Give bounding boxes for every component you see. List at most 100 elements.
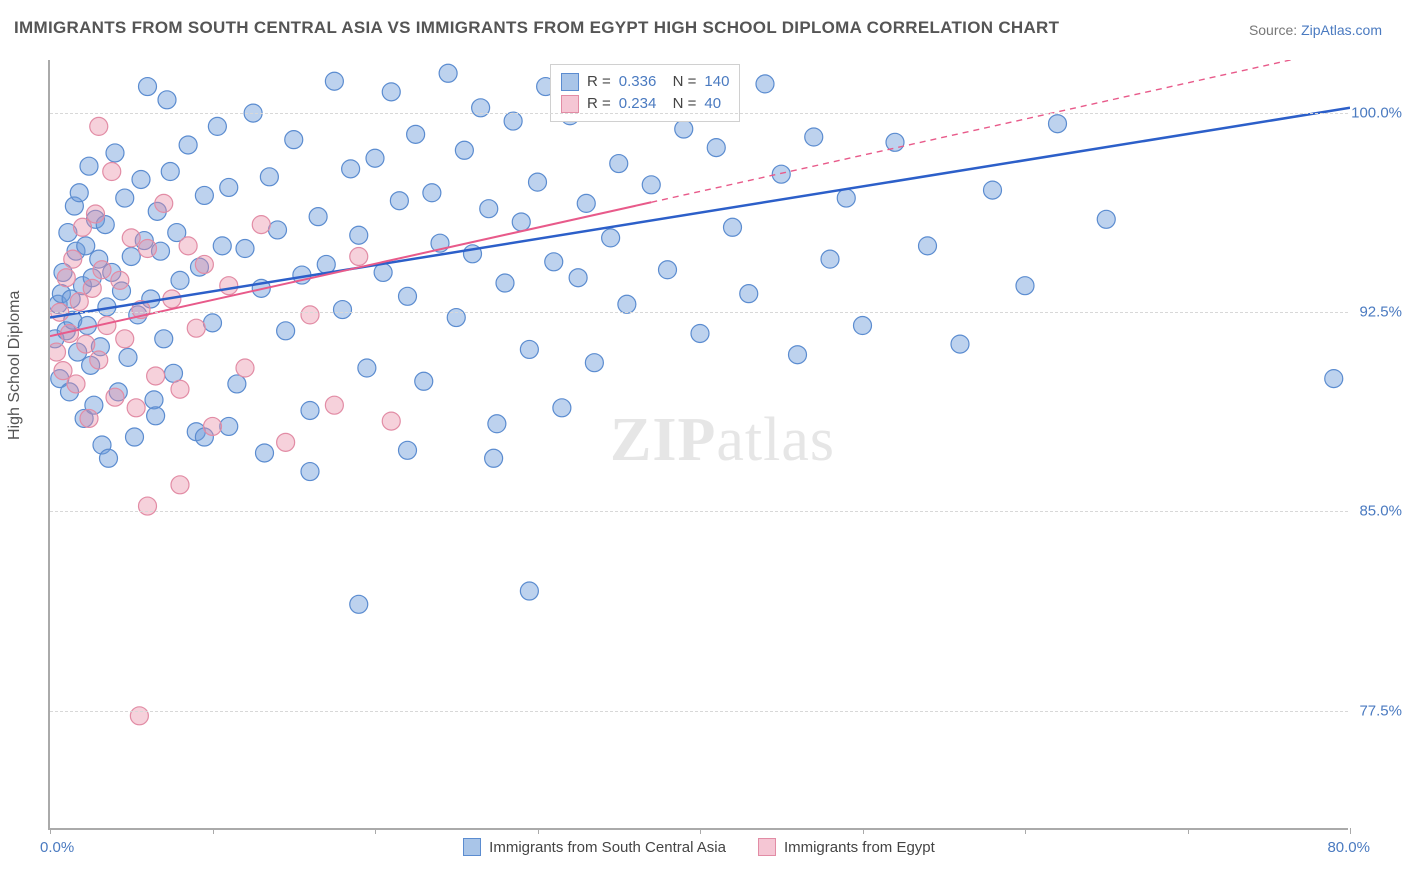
scatter-point: [577, 194, 595, 212]
scatter-point: [350, 226, 368, 244]
scatter-point: [675, 120, 693, 138]
scatter-point: [854, 317, 872, 335]
scatter-point: [358, 359, 376, 377]
scatter-point: [256, 444, 274, 462]
scatter-point: [130, 707, 148, 725]
scatter-point: [106, 388, 124, 406]
scatter-point: [1097, 210, 1115, 228]
scatter-point: [585, 354, 603, 372]
scatter-point: [984, 181, 1002, 199]
y-tick-label: 92.5%: [1359, 304, 1402, 321]
scatter-point: [390, 192, 408, 210]
scatter-point: [951, 335, 969, 353]
scatter-point: [165, 364, 183, 382]
scatter-point: [1049, 115, 1067, 133]
scatter-point: [480, 200, 498, 218]
scatter-point: [301, 401, 319, 419]
scatter-point: [220, 417, 238, 435]
scatter-point: [139, 78, 157, 96]
y-axis-label: High School Diploma: [6, 291, 24, 440]
scatter-point: [569, 269, 587, 287]
scatter-point: [204, 417, 222, 435]
scatter-point: [155, 194, 173, 212]
x-tick: [375, 828, 376, 834]
chart-title: IMMIGRANTS FROM SOUTH CENTRAL ASIA VS IM…: [14, 18, 1059, 38]
scatter-point: [350, 247, 368, 265]
scatter-point: [70, 184, 88, 202]
scatter-point: [399, 287, 417, 305]
scatter-point: [213, 237, 231, 255]
scatter-point: [208, 117, 226, 135]
scatter-point: [228, 375, 246, 393]
x-tick: [1350, 828, 1351, 834]
scatter-point: [309, 208, 327, 226]
legend-r-value-2: 0.234: [619, 93, 657, 115]
scatter-point: [642, 176, 660, 194]
scatter-point: [610, 155, 628, 173]
scatter-point: [100, 449, 118, 467]
scatter-point: [805, 128, 823, 146]
scatter-point: [277, 322, 295, 340]
scatter-point: [70, 293, 88, 311]
scatter-point: [139, 240, 157, 258]
scatter-point: [179, 237, 197, 255]
scatter-point: [520, 582, 538, 600]
scatter-point: [195, 186, 213, 204]
scatter-point: [90, 117, 108, 135]
scatter-point: [187, 319, 205, 337]
scatter-point: [252, 216, 270, 234]
scatter-point: [74, 218, 92, 236]
plot-area: ZIPatlas R = 0.336 N = 140 R = 0.234 N =…: [48, 60, 1348, 830]
scatter-point: [366, 149, 384, 167]
scatter-point: [93, 261, 111, 279]
scatter-point: [382, 412, 400, 430]
scatter-point: [220, 178, 238, 196]
chart-container: IMMIGRANTS FROM SOUTH CENTRAL ASIA VS IM…: [0, 0, 1406, 892]
y-tick-label: 100.0%: [1351, 105, 1402, 122]
scatter-point: [80, 157, 98, 175]
scatter-point: [512, 213, 530, 231]
scatter-point: [334, 301, 352, 319]
scatter-point: [106, 144, 124, 162]
legend-n-label: N =: [664, 93, 696, 115]
scatter-point: [80, 409, 98, 427]
gridline: [50, 312, 1348, 313]
scatter-point: [756, 75, 774, 93]
scatter-point: [161, 163, 179, 181]
scatter-point: [691, 324, 709, 342]
scatter-point: [886, 133, 904, 151]
scatter-point: [553, 399, 571, 417]
scatter-point: [77, 237, 95, 255]
scatter-point: [77, 335, 95, 353]
regression-line: [50, 108, 1350, 318]
scatter-point: [116, 330, 134, 348]
scatter-point: [350, 595, 368, 613]
legend-n-value-1: 140: [704, 71, 729, 93]
x-tick: [1025, 828, 1026, 834]
x-tick: [700, 828, 701, 834]
scatter-point: [147, 367, 165, 385]
scatter-point: [171, 476, 189, 494]
scatter-point: [789, 346, 807, 364]
scatter-point: [602, 229, 620, 247]
scatter-point: [399, 441, 417, 459]
scatter-point: [821, 250, 839, 268]
scatter-point: [407, 125, 425, 143]
series-swatch-1: [463, 838, 481, 856]
scatter-point: [485, 449, 503, 467]
series-swatch-2: [758, 838, 776, 856]
scatter-point: [618, 295, 636, 313]
scatter-point: [415, 372, 433, 390]
scatter-point: [126, 428, 144, 446]
scatter-point: [57, 269, 75, 287]
source-link[interactable]: ZipAtlas.com: [1301, 22, 1382, 38]
scatter-point: [67, 375, 85, 393]
scatter-point: [285, 131, 303, 149]
series-legend: Immigrants from South Central Asia Immig…: [50, 838, 1348, 856]
scatter-point: [119, 348, 137, 366]
legend-r-label: R =: [587, 71, 611, 93]
scatter-point: [64, 250, 82, 268]
scatter-point: [83, 279, 101, 297]
legend-row-2: R = 0.234 N = 40: [561, 93, 729, 115]
scatter-point: [301, 306, 319, 324]
